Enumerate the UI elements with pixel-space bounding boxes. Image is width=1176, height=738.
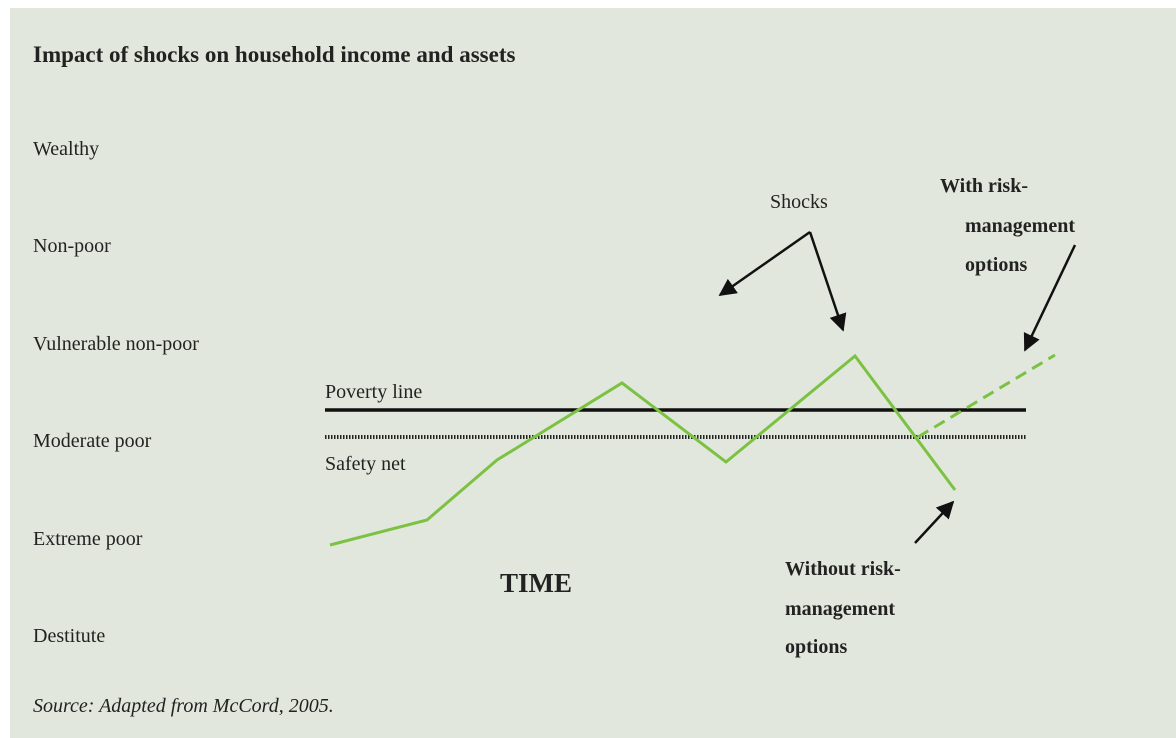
annotation: Without risk- (785, 558, 901, 580)
level-label: Extreme poor (33, 528, 143, 550)
risk-managed-path (917, 353, 1056, 439)
level-label: Destitute (33, 625, 105, 647)
level-label: Non-poor (33, 235, 111, 257)
annotation: management (785, 598, 895, 620)
level-label: Moderate poor (33, 430, 152, 452)
income-path (329, 353, 957, 547)
source: Source: Adapted from McCord, 2005. (33, 695, 334, 717)
level-label: Vulnerable non-poor (33, 333, 199, 355)
arrow (914, 500, 955, 544)
arrow (808, 231, 847, 332)
annotation: With risk- (940, 175, 1028, 197)
annotation: options (965, 254, 1027, 276)
safety-net-label: Safety net (325, 453, 406, 475)
annotation: management (965, 215, 1075, 237)
shocks-label: Shocks (770, 191, 828, 213)
poverty-line-label: Poverty line (325, 381, 422, 403)
annotation: options (785, 636, 847, 658)
axis-label: TIME (500, 568, 572, 598)
arrow (718, 230, 811, 297)
panel (10, 8, 1176, 738)
arrow (1023, 244, 1077, 352)
title: Impact of shocks on household income and… (33, 42, 515, 67)
level-label: Wealthy (33, 138, 99, 160)
